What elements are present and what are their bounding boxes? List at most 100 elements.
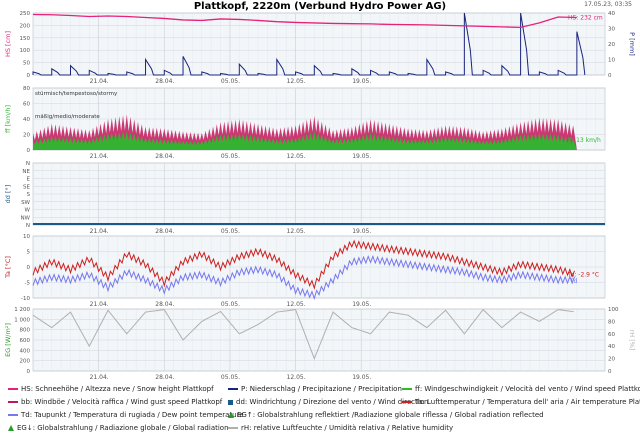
zone-label-moderate: mäßig/medio/moderate <box>35 114 100 120</box>
y-tick-label-direction: N <box>26 223 30 229</box>
x-tick-label-snow: 28.04. <box>155 78 174 85</box>
y-tick-label-snow: 250 <box>20 11 31 17</box>
legend-label-hs: HS: Schneehöhe / Altezza neve / Snow hei… <box>21 385 214 393</box>
legend-swatch-eg <box>8 425 14 431</box>
legend-row-1: HS: Schneehöhe / Altezza neve / Snow hei… <box>0 385 640 396</box>
legend-item-egr: EG↑: Globalstrahlung reflektiert /Radiaz… <box>228 411 544 419</box>
x-tick-label-direction: 05.05. <box>221 228 240 235</box>
legend-item-bb: bb: Windböe / Velocità raffica / Wind gu… <box>8 398 222 406</box>
y-tick-label-radiation: 1 200 <box>14 307 30 313</box>
y-tick-label-direction: SE <box>23 184 30 190</box>
y-tick-label-radiation: 600 <box>20 338 31 344</box>
y2-tick-label-snow: 10 <box>608 58 615 64</box>
series-line-td <box>32 255 575 301</box>
x-tick-label-temperature: 12.05. <box>287 301 306 308</box>
y2-axis-label-radiation: rH [%] <box>628 330 636 351</box>
panel-frame-snow <box>32 12 606 76</box>
x-tick-label-radiation: 19.05. <box>352 374 371 381</box>
y-tick-label-radiation: 0 <box>27 369 31 375</box>
y-tick-label-snow: 150 <box>20 36 31 42</box>
x-tick-label-wind: 05.05. <box>221 153 240 160</box>
legend-swatch-precip <box>228 388 238 390</box>
legend-label-rh: rH: relative Luftfeuchte / Umidità relat… <box>241 424 454 432</box>
legend-item-rh: rH: relative Luftfeuchte / Umidità relat… <box>228 424 453 432</box>
y2-tick-label-radiation: 80 <box>608 319 615 325</box>
legend-item-td: Td: Taupunkt / Temperatura di rugiada / … <box>8 411 244 419</box>
legend-row-4: EG↓: Globalstrahlung / Radiazione global… <box>0 424 640 435</box>
y2-tick-label-snow: 0 <box>608 73 612 79</box>
y-tick-label-wind: 20 <box>23 133 30 139</box>
legend-swatch-hs <box>8 388 18 390</box>
y-tick-label-direction: N <box>26 161 30 167</box>
legend-row-3: Td: Taupunkt / Temperatura di rugiada / … <box>0 411 640 422</box>
legend-label-dd: dd: Windrichtung / Direzione del vento /… <box>236 398 429 406</box>
y-tick-label-wind: 80 <box>23 86 30 92</box>
y-tick-label-radiation: 400 <box>20 348 31 354</box>
y-tick-label-radiation: 1 000 <box>14 317 30 323</box>
legend-swatch-ff <box>402 388 412 390</box>
x-tick-label-snow: 19.05. <box>352 78 371 85</box>
legend-item-hs: HS: Schneehöhe / Altezza neve / Snow hei… <box>8 385 214 393</box>
y2-tick-label-radiation: 60 <box>608 332 615 338</box>
y-tick-label-direction: NW <box>20 215 30 221</box>
x-tick-label-wind: 21.04. <box>90 153 109 160</box>
zone-label-stormy: stürmisch/tempestoso/stormy <box>35 91 118 97</box>
annotation-td: Td <box>569 278 578 285</box>
y-tick-label-temperature: 0 <box>27 265 31 271</box>
x-tick-label-snow: 05.05. <box>221 78 240 85</box>
y-tick-label-radiation: 800 <box>20 328 31 334</box>
y2-tick-label-snow: 20 <box>608 42 615 48</box>
y2-tick-label-radiation: 40 <box>608 344 615 350</box>
y-tick-label-temperature: -10 <box>21 296 30 302</box>
y-axis-label-wind: ff [km/h] <box>4 105 12 133</box>
x-tick-label-temperature: 05.05. <box>221 301 240 308</box>
x-tick-label-snow: 21.04. <box>90 78 109 85</box>
y-tick-label-snow: 0 <box>27 73 31 79</box>
series-line-precip <box>32 12 586 76</box>
y-tick-label-direction: W <box>25 208 31 214</box>
y-axis-label-direction: dd [°] <box>4 185 12 204</box>
y2-tick-label-snow: 30 <box>608 27 615 33</box>
legend-swatch-ta <box>402 401 412 403</box>
legend-item-eg: EG↓: Globalstrahlung / Radiazione global… <box>8 424 229 432</box>
x-tick-label-temperature: 19.05. <box>352 301 371 308</box>
legend-label-td: Td: Taupunkt / Temperatura di rugiada / … <box>21 411 244 419</box>
y-axis-label-radiation: EG [W/m²] <box>4 323 12 357</box>
legend-label-ff: ff: Windgeschwindigkeit / Velocità del v… <box>415 385 640 393</box>
y-tick-label-wind: 0 <box>27 148 31 154</box>
legend-label-egr: EG↑: Globalstrahlung reflektiert /Radiaz… <box>237 411 544 419</box>
x-tick-label-radiation: 05.05. <box>221 374 240 381</box>
timestamp: 17.05.23, 03:35 <box>584 1 632 8</box>
y-axis-label-temperature: Ta [°C] <box>4 256 12 279</box>
legend-swatch-rh <box>228 427 238 429</box>
x-tick-label-wind: 28.04. <box>155 153 174 160</box>
legend-item-precip: P: Niederschlag / Precipitazione / Preci… <box>228 385 402 393</box>
legend-item-ff: ff: Windgeschwindigkeit / Velocità del v… <box>402 385 640 393</box>
series-line-hs <box>32 13 577 29</box>
chart-title: Plattkopf, 2220m (Verbund Hydro Power AG… <box>193 1 447 12</box>
legend-swatch-egr <box>228 412 234 418</box>
y2-tick-label-snow: 40 <box>608 11 615 17</box>
legend-swatch-td <box>8 414 18 416</box>
y-tick-label-temperature: -5 <box>25 281 31 287</box>
y-tick-label-snow: 50 <box>23 61 30 67</box>
chart-plot-area: 21.04. 28.04. 05.05. 12.05. 19.05.0501001502… <box>4 11 636 381</box>
x-tick-label-radiation: 12.05. <box>287 374 306 381</box>
y-axis-label-snow: HS [cm] <box>4 31 12 57</box>
y-tick-label-snow: 100 <box>20 48 31 54</box>
y2-tick-label-radiation: 0 <box>608 369 612 375</box>
legend-item-dd: dd: Windrichtung / Direzione del vento /… <box>228 398 428 406</box>
legend-label-bb: bb: Windböe / Velocità raffica / Wind gu… <box>21 398 223 406</box>
y-tick-label-temperature: 10 <box>23 234 30 240</box>
x-tick-label-wind: 19.05. <box>352 153 371 160</box>
y-tick-label-direction: NE <box>22 169 30 175</box>
series-line-rh <box>32 308 574 360</box>
x-tick-label-snow: 12.05. <box>287 78 306 85</box>
y-tick-label-wind: 40 <box>23 117 30 123</box>
x-tick-label-radiation: 21.04. <box>90 374 109 381</box>
annotation-ta: Ta: -2.9 °C <box>567 271 599 278</box>
y-tick-label-wind: 60 <box>23 102 30 108</box>
x-tick-label-direction: 12.05. <box>287 228 306 235</box>
x-tick-label-temperature: 21.04. <box>90 301 109 308</box>
legend-label-precip: P: Niederschlag / Precipitazione / Preci… <box>241 385 402 393</box>
